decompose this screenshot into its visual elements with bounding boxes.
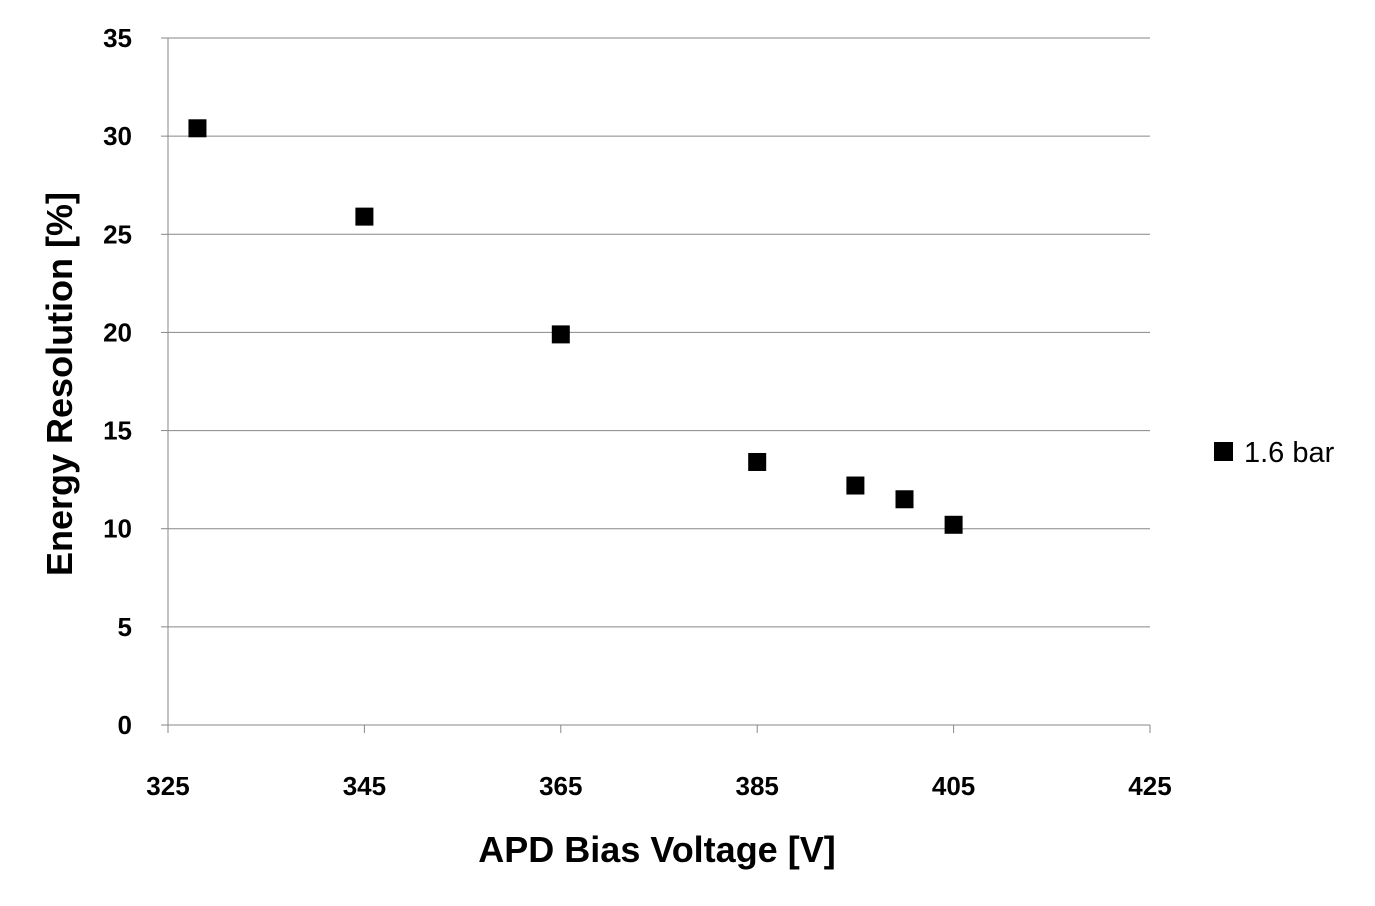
axes bbox=[161, 37, 1151, 733]
y-tick-label: 35 bbox=[103, 23, 132, 53]
x-tick-label: 405 bbox=[932, 771, 975, 801]
y-tick-label: 25 bbox=[103, 219, 132, 249]
data-point-0-3 bbox=[748, 452, 767, 471]
data-point-0-2 bbox=[551, 325, 570, 344]
y-tick-label: 30 bbox=[103, 121, 132, 151]
legend-marker-1.6-bar bbox=[1214, 442, 1233, 461]
data-point-0-5 bbox=[895, 490, 914, 509]
y-axis-title: Energy Resolution [%] bbox=[39, 192, 80, 576]
data-point-0-1 bbox=[355, 207, 374, 226]
x-tick-label: 325 bbox=[146, 771, 189, 801]
y-tick-label: 15 bbox=[103, 416, 132, 446]
gridlines bbox=[168, 37, 1150, 628]
x-tick-label: 385 bbox=[736, 771, 779, 801]
x-tick-label: 425 bbox=[1128, 771, 1171, 801]
legend-label: 1.6 bar bbox=[1244, 437, 1335, 469]
data-point-0-0 bbox=[188, 119, 207, 138]
y-tick-label: 20 bbox=[103, 317, 132, 347]
legend: 1.6 bar bbox=[1214, 437, 1335, 469]
x-tick-label: 345 bbox=[343, 771, 386, 801]
data-point-0-4 bbox=[846, 476, 865, 495]
y-tick-label: 5 bbox=[118, 612, 132, 642]
data-point-0-6 bbox=[944, 515, 963, 534]
x-axis-title: APD Bias Voltage [V] bbox=[478, 829, 835, 870]
x-tick-label: 365 bbox=[539, 771, 582, 801]
tick-labels: 0 5 10 15 20 25 30 35 325 345 365 385 405 425 bbox=[103, 23, 1172, 801]
y-tick-label: 0 bbox=[118, 710, 132, 740]
y-tick-label: 10 bbox=[103, 514, 132, 544]
data-points bbox=[188, 119, 963, 534]
